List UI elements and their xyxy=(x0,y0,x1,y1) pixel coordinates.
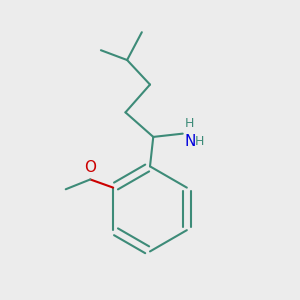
Text: N: N xyxy=(184,134,196,149)
Text: H: H xyxy=(184,117,194,130)
Text: O: O xyxy=(84,160,96,175)
Text: H: H xyxy=(195,135,205,148)
